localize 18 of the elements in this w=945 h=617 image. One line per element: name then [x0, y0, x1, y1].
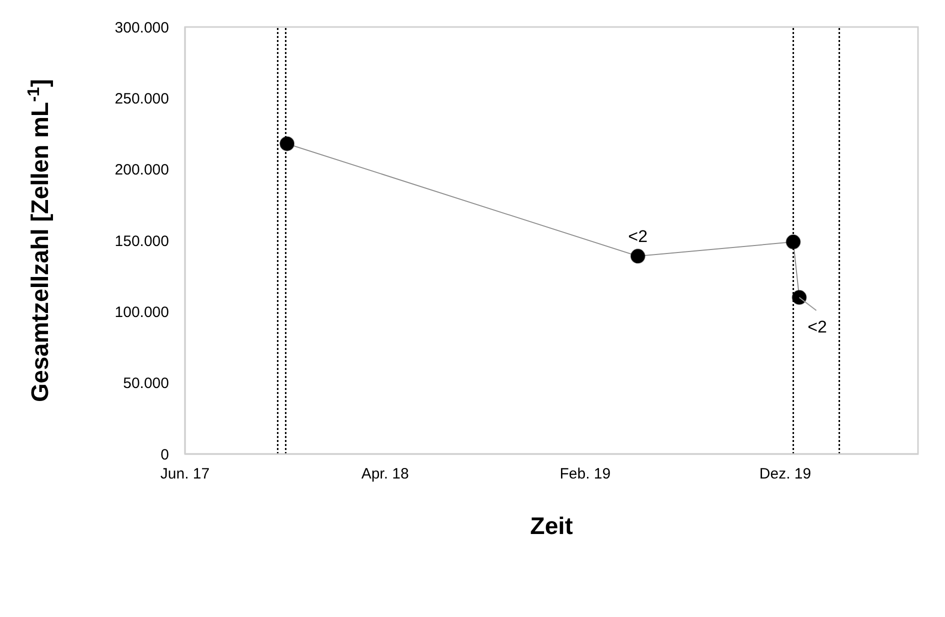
- y-tick-label: 300.000: [114, 19, 169, 36]
- y-tick-label: 150.000: [114, 232, 169, 250]
- y-tick-label: 50.000: [123, 375, 169, 392]
- y-tick-label: 200.000: [114, 162, 169, 179]
- y-tick-label: 250.000: [114, 90, 169, 108]
- y-tick-label: 100.000: [114, 304, 169, 321]
- point: [630, 248, 646, 264]
- x-tick-label: Jun. 17: [160, 466, 210, 483]
- x-axis-title: Zeit: [530, 513, 573, 540]
- point: [280, 136, 295, 152]
- point: [792, 290, 807, 305]
- x-tick-label: Dez. 19: [759, 466, 812, 483]
- x-tick-label: Apr. 18: [361, 466, 409, 483]
- annotation: <2: [808, 317, 827, 336]
- y-tick-label: 0: [160, 446, 169, 464]
- annotation: <2: [628, 227, 648, 246]
- point: [786, 234, 801, 250]
- x-tick-label: Feb. 19: [560, 466, 611, 483]
